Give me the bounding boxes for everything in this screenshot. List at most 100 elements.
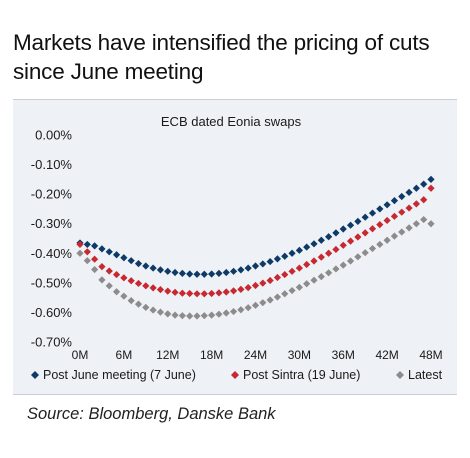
data-point bbox=[325, 233, 333, 241]
data-point bbox=[412, 220, 420, 228]
data-point bbox=[390, 232, 399, 240]
data-point bbox=[259, 299, 267, 307]
data-point bbox=[178, 312, 186, 320]
data-point bbox=[259, 279, 267, 287]
data-point bbox=[310, 276, 318, 284]
data-point bbox=[325, 249, 333, 257]
data-point bbox=[346, 237, 355, 245]
data-point bbox=[127, 257, 135, 265]
data-point bbox=[405, 204, 413, 212]
data-point bbox=[303, 280, 311, 288]
data-point bbox=[339, 261, 347, 269]
data-point bbox=[156, 308, 165, 316]
y-tick-label: -0.50% bbox=[31, 275, 73, 290]
data-point bbox=[98, 276, 106, 284]
data-point bbox=[427, 184, 435, 192]
data-point bbox=[237, 306, 245, 314]
x-tick-label: 30M bbox=[288, 348, 311, 362]
x-tick-label: 48M bbox=[419, 348, 442, 362]
data-point bbox=[390, 197, 399, 205]
data-point bbox=[368, 244, 377, 253]
data-point bbox=[83, 248, 91, 256]
data-point bbox=[368, 225, 377, 233]
data-point bbox=[171, 288, 179, 296]
x-tick-label: 18M bbox=[200, 348, 223, 362]
legend: Post June meeting (7 June) Post Sintra (1… bbox=[31, 368, 443, 382]
data-point bbox=[325, 269, 333, 277]
data-point bbox=[390, 212, 399, 220]
y-tick-label: -0.40% bbox=[31, 246, 73, 261]
data-point bbox=[420, 196, 428, 204]
data-point bbox=[193, 270, 201, 278]
x-axis-ticks: 0M 6M 12M 18M 24M 30M 36M 42M 48M bbox=[72, 348, 443, 362]
data-point bbox=[288, 267, 296, 275]
data-point bbox=[120, 274, 128, 282]
data-point bbox=[295, 264, 303, 272]
data-point bbox=[346, 221, 355, 229]
series-2 bbox=[76, 184, 435, 298]
data-point bbox=[98, 245, 106, 253]
data-point bbox=[134, 279, 143, 288]
data-point bbox=[317, 253, 325, 261]
data-point bbox=[193, 290, 201, 298]
data-point bbox=[383, 236, 391, 244]
data-point bbox=[134, 260, 143, 268]
data-point bbox=[229, 287, 238, 295]
data-point bbox=[134, 300, 143, 308]
data-point bbox=[164, 287, 172, 295]
data-point bbox=[229, 267, 238, 275]
data-point bbox=[215, 289, 223, 297]
data-point bbox=[112, 270, 121, 279]
data-point bbox=[273, 273, 282, 282]
panel-top-rule bbox=[13, 99, 457, 100]
x-tick-label: 42M bbox=[375, 348, 398, 362]
data-point bbox=[281, 252, 289, 260]
data-point bbox=[303, 260, 311, 269]
data-point bbox=[164, 310, 172, 318]
data-point bbox=[361, 229, 369, 237]
data-point bbox=[376, 240, 384, 249]
data-point bbox=[171, 311, 179, 319]
data-point bbox=[376, 205, 384, 213]
y-tick-label: -0.30% bbox=[31, 216, 73, 231]
data-point bbox=[251, 301, 260, 309]
data-point bbox=[208, 311, 216, 319]
data-point bbox=[222, 309, 230, 317]
data-point bbox=[346, 257, 355, 265]
data-point bbox=[244, 304, 252, 312]
data-point bbox=[383, 201, 391, 209]
data-point bbox=[354, 217, 362, 225]
data-point bbox=[281, 290, 289, 298]
data-point bbox=[193, 312, 201, 320]
data-point bbox=[215, 269, 223, 277]
data-point bbox=[266, 296, 274, 304]
data-point bbox=[398, 208, 406, 216]
data-point bbox=[339, 241, 347, 249]
data-point bbox=[412, 184, 420, 192]
data-point bbox=[420, 215, 428, 224]
data-point bbox=[149, 306, 157, 314]
data-point bbox=[244, 283, 252, 292]
data-point bbox=[317, 273, 325, 281]
data-point bbox=[200, 270, 208, 278]
data-point bbox=[149, 284, 157, 292]
data-point bbox=[142, 303, 150, 312]
data-point bbox=[273, 255, 282, 263]
legend-label: Latest bbox=[408, 368, 443, 382]
y-tick-label: -0.60% bbox=[31, 305, 73, 320]
data-point bbox=[398, 192, 406, 201]
data-point bbox=[383, 216, 391, 225]
data-point bbox=[405, 188, 413, 196]
data-point bbox=[281, 270, 289, 279]
data-point bbox=[354, 233, 362, 241]
data-point bbox=[237, 285, 245, 293]
data-point bbox=[361, 249, 369, 257]
x-tick-label: 12M bbox=[156, 348, 179, 362]
data-point bbox=[200, 312, 208, 320]
data-point bbox=[237, 266, 245, 274]
data-point bbox=[186, 312, 194, 320]
series-group bbox=[76, 175, 435, 320]
data-point bbox=[215, 310, 223, 318]
data-point bbox=[361, 213, 369, 221]
data-point bbox=[259, 260, 267, 268]
